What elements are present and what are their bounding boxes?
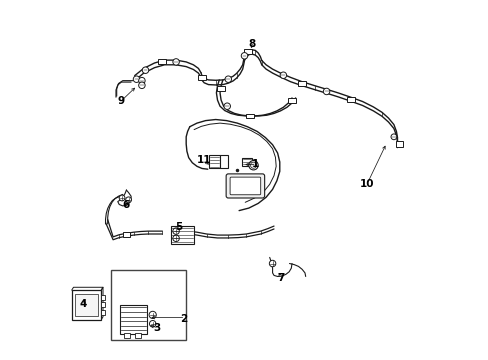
Bar (120, 305, 147, 334)
Bar (298, 81, 305, 86)
Text: 9: 9 (118, 96, 125, 106)
Bar (122, 233, 130, 237)
Bar (123, 333, 130, 338)
Circle shape (269, 260, 275, 267)
FancyBboxPatch shape (225, 174, 264, 198)
Text: 6: 6 (122, 200, 130, 210)
Text: 4: 4 (80, 299, 87, 309)
Circle shape (172, 59, 179, 65)
Circle shape (119, 195, 125, 201)
Bar (101, 310, 104, 315)
Bar (209, 155, 219, 168)
Bar (72, 290, 101, 320)
Bar (75, 294, 98, 316)
Circle shape (172, 235, 179, 242)
Circle shape (139, 77, 145, 84)
Bar (134, 333, 141, 338)
Circle shape (323, 88, 329, 95)
Bar (246, 113, 253, 118)
Text: 10: 10 (359, 179, 373, 189)
Circle shape (172, 228, 179, 234)
Circle shape (390, 134, 396, 140)
Text: 7: 7 (276, 273, 284, 283)
Bar (217, 86, 224, 90)
Bar (198, 75, 206, 80)
Bar (395, 141, 402, 147)
Text: 1: 1 (251, 159, 258, 169)
Circle shape (125, 197, 131, 203)
Circle shape (280, 72, 286, 78)
Bar (241, 158, 252, 166)
Circle shape (224, 103, 230, 109)
Bar (288, 98, 295, 103)
Circle shape (241, 53, 247, 59)
Bar (170, 226, 194, 244)
Text: 5: 5 (175, 222, 182, 232)
Bar (220, 155, 227, 168)
Circle shape (139, 82, 145, 89)
Bar (110, 270, 186, 340)
Circle shape (149, 320, 156, 327)
Circle shape (149, 311, 156, 319)
Bar (244, 49, 251, 54)
Bar (101, 295, 104, 300)
FancyBboxPatch shape (230, 177, 260, 195)
Circle shape (250, 162, 256, 168)
Text: 3: 3 (153, 323, 161, 333)
Circle shape (224, 76, 231, 82)
Bar (101, 302, 104, 307)
Text: 8: 8 (248, 39, 256, 49)
Circle shape (248, 161, 258, 170)
Bar (346, 97, 354, 102)
Text: 11: 11 (197, 155, 211, 165)
Circle shape (142, 67, 148, 73)
Text: 2: 2 (179, 314, 186, 324)
Circle shape (133, 76, 140, 82)
Bar (158, 59, 165, 64)
